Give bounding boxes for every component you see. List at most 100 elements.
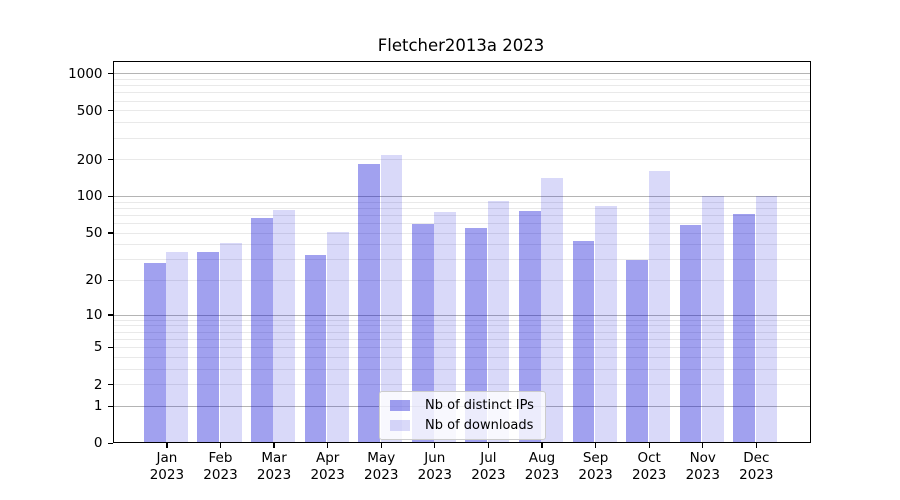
x-tick-label: Jul 2023 xyxy=(471,450,506,484)
y-tick-label: 5 xyxy=(93,339,103,356)
gridline-major xyxy=(112,195,811,197)
legend-item-distinct-ips: Nb of distinct IPs xyxy=(390,398,534,413)
x-tick-label: Oct 2023 xyxy=(631,450,667,484)
legend-item-downloads: Nb of downloads xyxy=(390,418,534,433)
bar-downloads xyxy=(380,154,403,444)
y-tick-mark xyxy=(108,383,113,386)
y-tick-label: 20 xyxy=(85,272,103,289)
y-tick-mark xyxy=(108,158,113,161)
y-tick-label: 10 xyxy=(85,307,103,323)
x-tick-label: Aug 2023 xyxy=(524,450,560,484)
bar-distinct-ips xyxy=(679,225,702,444)
bar-distinct-ips xyxy=(733,213,756,444)
x-tick-mark xyxy=(273,443,275,448)
x-tick-mark xyxy=(219,443,222,448)
x-tick-label: Jan 2023 xyxy=(149,450,185,484)
x-tick-label: Feb 2023 xyxy=(203,450,238,484)
x-tick-mark xyxy=(434,443,436,448)
gridline-minor xyxy=(112,137,811,139)
gridline-minor xyxy=(112,85,811,87)
y-tick-label: 50 xyxy=(85,224,103,241)
y-tick-label: 0 xyxy=(93,435,103,452)
gridline-minor xyxy=(112,280,811,281)
gridline-minor xyxy=(112,207,811,209)
legend-swatch-distinct-ips xyxy=(390,400,410,411)
bar-downloads xyxy=(487,201,510,444)
y-tick-label: 500 xyxy=(76,102,103,119)
y-tick-mark xyxy=(108,110,113,112)
y-tick-label: 1000 xyxy=(68,65,103,82)
gridline-minor xyxy=(112,368,811,370)
y-tick-mark xyxy=(108,195,113,198)
bar-downloads xyxy=(434,211,456,444)
x-tick-label: May 2023 xyxy=(364,450,399,484)
x-tick-label: Dec 2023 xyxy=(739,450,774,484)
y-tick-label: 100 xyxy=(76,188,103,205)
bar-downloads xyxy=(273,209,296,444)
bar-downloads xyxy=(541,177,564,444)
y-tick-mark xyxy=(108,232,113,234)
gridline-minor xyxy=(112,110,811,112)
x-tick-label: Mar 2023 xyxy=(256,450,292,484)
chart-title: Fletcher2013a 2023 xyxy=(377,36,545,55)
gridline-minor xyxy=(112,356,811,358)
legend: Nb of distinct IPs Nb of downloads xyxy=(379,391,546,440)
y-tick-mark xyxy=(108,279,113,282)
y-tick-mark xyxy=(108,73,113,75)
gridline-minor xyxy=(112,159,811,161)
legend-label-distinct-ips: Nb of distinct IPs xyxy=(425,398,534,413)
bar-downloads xyxy=(327,231,349,444)
gridline-minor xyxy=(112,325,811,327)
legend-label-downloads: Nb of downloads xyxy=(425,418,534,433)
gridline-minor xyxy=(112,222,811,224)
bar-distinct-ips xyxy=(251,217,273,444)
x-tick-mark xyxy=(702,443,704,448)
bar-distinct-ips xyxy=(304,254,327,444)
gridline-minor xyxy=(112,78,811,80)
gridline-minor xyxy=(112,338,811,340)
gridline-minor xyxy=(112,244,811,246)
x-tick-mark xyxy=(380,443,382,448)
x-tick-mark xyxy=(648,443,650,448)
y-tick-label: 1 xyxy=(93,398,103,415)
bar-downloads xyxy=(648,170,671,444)
y-tick-label: 2 xyxy=(93,376,103,393)
x-tick-mark xyxy=(487,443,490,448)
gridline-minor xyxy=(112,100,811,102)
gridline-minor xyxy=(112,122,811,124)
y-tick-mark xyxy=(108,442,113,444)
bar-distinct-ips xyxy=(572,240,595,444)
gridline-minor xyxy=(112,384,811,385)
x-tick-mark xyxy=(594,443,597,448)
gridline-minor xyxy=(112,92,811,94)
gridline-minor xyxy=(112,201,811,203)
gridline-minor xyxy=(112,331,811,333)
x-tick-mark xyxy=(755,443,757,448)
bar-downloads xyxy=(166,251,188,444)
y-tick-mark xyxy=(108,405,113,407)
gridline-minor xyxy=(112,232,811,234)
bar-downloads xyxy=(219,243,242,444)
x-tick-label: Jun 2023 xyxy=(417,450,452,484)
x-tick-mark xyxy=(327,443,329,448)
bar-distinct-ips xyxy=(411,224,434,444)
x-tick-mark xyxy=(541,443,543,448)
gridline-major xyxy=(112,314,811,316)
gridline-minor xyxy=(112,347,811,348)
gridline-minor xyxy=(112,259,811,261)
x-tick-mark xyxy=(166,443,168,448)
bar-distinct-ips xyxy=(626,259,648,444)
x-tick-label: Nov 2023 xyxy=(685,450,720,484)
bar-distinct-ips xyxy=(197,251,220,444)
y-tick-mark xyxy=(108,314,113,316)
y-tick-label: 200 xyxy=(76,151,103,168)
legend-swatch-downloads xyxy=(390,420,410,431)
bar-downloads xyxy=(755,196,778,444)
bar-downloads xyxy=(702,196,724,444)
y-tick-mark xyxy=(108,346,113,349)
gridline-minor xyxy=(112,319,811,321)
gridline-minor xyxy=(112,214,811,216)
bar-distinct-ips xyxy=(358,163,380,444)
gridline-major xyxy=(112,73,811,75)
